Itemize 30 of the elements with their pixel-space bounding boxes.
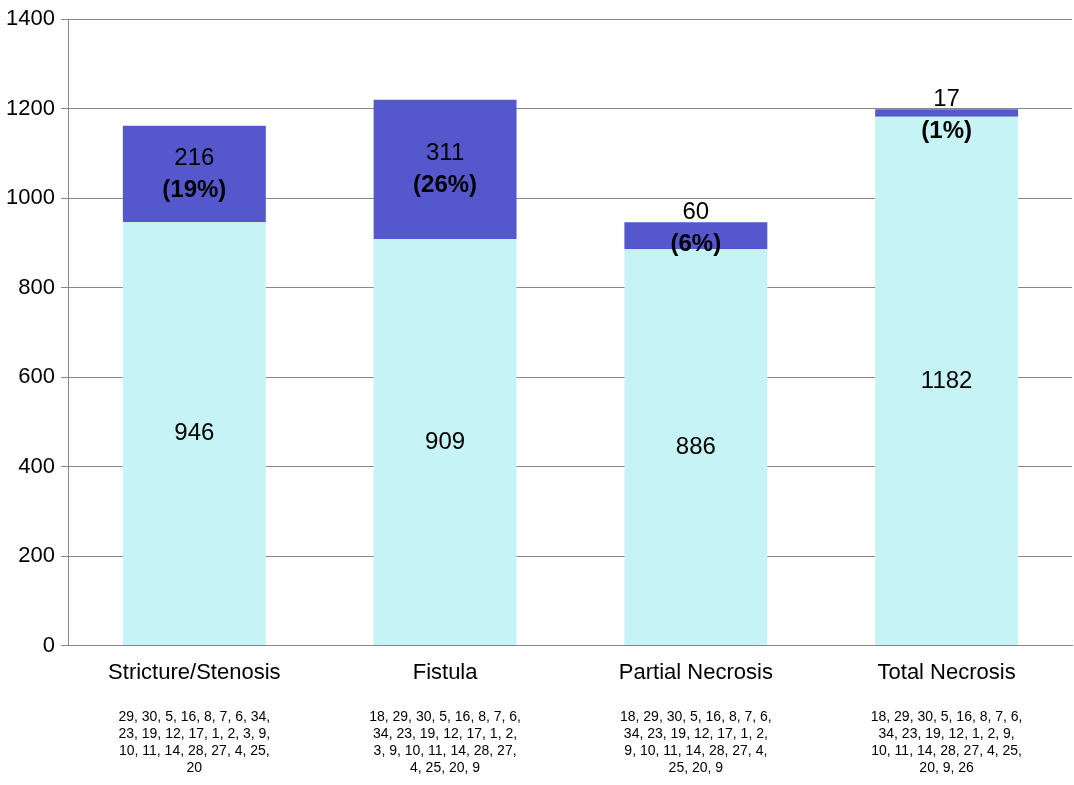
bar [122,222,266,646]
x-tick-label: Fistula [412,658,479,684]
text: 18, 29, 30, 5, 16, 8, 7, 6, 34, 23, 19, 12, 1, 2, 9, 10, 11, 14, 28, 27, 4, 25, 20, 9, 26 [870,707,1023,775]
x-tick-label: Stricture/Stenosis [108,658,281,684]
y-tick-label: 1000 [5,184,55,210]
x-tick-label: Total Necrosis [877,658,1016,684]
bar [875,116,1019,646]
text: 18, 29, 30, 5, 16, 8, 7, 6, 34, 23, 19, 12, 17, 1, 2, 9, 10, 11, 14, 28, 27, 4, 25, 20, 9 [619,707,772,775]
data-label: 909 [425,426,466,454]
bar [373,99,517,239]
y-tick-label: 400 [18,452,55,478]
data-label: 886 [675,431,716,459]
text: 29, 30, 5, 16, 8, 7, 6, 34, 23, 19, 12, 17, 1, 2, 3, 9, 10, 11, 14, 28, 27, 4, 25, 20 [118,707,271,775]
bar [122,125,266,223]
data-label: 216 (19%) [162,142,227,202]
y-tick-label: 1400 [5,5,55,31]
data-label: 311 (26%) [413,137,478,197]
data-label: 60 (6%) [670,196,722,256]
data-label: 17 (1%) [921,83,972,143]
y-tick-label: 600 [18,363,55,389]
data-label: 946 [174,418,215,446]
data-label: 1182 [920,365,973,393]
text: 18, 29, 30, 5, 16, 8, 7, 6, 34, 23, 19, 12, 17, 1, 2, 3, 9, 10, 11, 14, 28, 27, 4, 25, 20, 9 [369,707,521,775]
y-tick-label: 1200 [5,94,55,120]
bar [875,109,1019,117]
bar [373,238,517,646]
y-tick-label: 0 [42,631,55,657]
y-tick-label: 800 [18,273,55,299]
y-tick-label: 200 [18,542,55,568]
x-tick-label: Partial Necrosis [618,658,773,684]
